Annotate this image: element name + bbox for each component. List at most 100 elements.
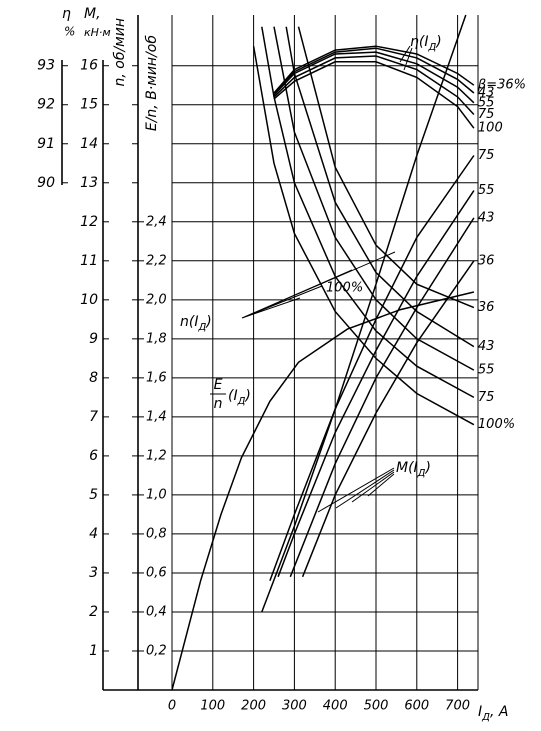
- curve: [273, 47, 475, 94]
- curve-label: 43: [478, 339, 495, 354]
- x-tick-label: 200: [241, 699, 266, 714]
- y-tick-label: 15: [80, 97, 98, 113]
- annotation-num: E: [214, 377, 223, 393]
- curve-label: 75: [478, 148, 495, 163]
- annotation-main: I: [478, 704, 482, 720]
- y-tick-label: 3: [89, 565, 98, 581]
- eta-tick-label: 91: [37, 136, 55, 152]
- curve-label: β=36%: [477, 78, 526, 93]
- annotation-sub: Д: [417, 468, 426, 479]
- y-tick-label: 4: [89, 526, 98, 542]
- curve: [277, 190, 475, 578]
- en-tick-label: 0,6: [146, 565, 167, 580]
- y-tick-label: 10: [80, 292, 98, 308]
- annotation-sub: Д: [237, 396, 246, 407]
- eta-tick-label: 93: [37, 58, 55, 74]
- en-tick-label: 0,4: [146, 604, 167, 619]
- eta-tick-label: 90: [37, 175, 55, 191]
- y-tick-label: 11: [80, 253, 98, 269]
- annotation: η(IД): [410, 34, 442, 53]
- m-axis-unit: кН·м: [84, 26, 111, 39]
- pointer: [241, 251, 396, 319]
- curve-label: 55: [478, 95, 495, 110]
- en-tick-label: 1,6: [146, 370, 167, 385]
- curve: [285, 26, 475, 348]
- en-tick-label: 0,2: [146, 643, 167, 658]
- y-tick-label: 8: [89, 370, 98, 386]
- en-tick-label: 0,8: [146, 526, 167, 541]
- y-tick-label: 14: [80, 136, 98, 152]
- y-tick-label: 9: [89, 331, 98, 347]
- annotation-end: ): [435, 34, 441, 50]
- m-axis-title: M,: [84, 6, 101, 22]
- pointer: [399, 45, 413, 71]
- eta-tick-label: 92: [37, 97, 55, 113]
- annotation-end: ): [424, 460, 430, 476]
- en-tick-label: 1,0: [146, 487, 167, 502]
- x-tick-label: 700: [445, 699, 470, 714]
- annotation-end: , A: [490, 704, 508, 720]
- y-tick-label: 6: [89, 448, 98, 464]
- pointer: [317, 467, 395, 513]
- annotation-sub: Д: [481, 712, 490, 723]
- curve: [289, 217, 475, 578]
- x-tick-label: 100: [200, 699, 225, 714]
- en-tick-label: 2,4: [146, 214, 167, 229]
- x-tick-label: 400: [323, 699, 348, 714]
- curve-label: 55: [478, 363, 495, 378]
- curve-label: 100: [478, 121, 503, 136]
- annotation: n(IД): [180, 314, 212, 333]
- annotation: IД, A: [478, 704, 508, 723]
- curve: [252, 46, 475, 426]
- annotation-main: η(I: [410, 34, 428, 50]
- curve-label: 55: [478, 183, 495, 198]
- y-tick-label: 1: [89, 643, 98, 659]
- y-tick-label: 2: [89, 604, 98, 620]
- annotation: (IД): [228, 388, 251, 407]
- curve: [273, 55, 475, 116]
- curve-label: 43: [478, 210, 495, 225]
- y-tick-label: 16: [80, 58, 98, 74]
- annotation-sub: Д: [427, 42, 436, 53]
- en-tick-label: 1,2: [146, 448, 167, 463]
- curve-label: 100%: [478, 417, 515, 432]
- y-tick-label: 5: [89, 487, 98, 503]
- y-tick-label: 12: [80, 214, 98, 230]
- y-tick-label: 7: [89, 409, 98, 425]
- curve: [301, 260, 475, 578]
- eta-axis-title: η: [62, 6, 71, 22]
- curve-label: 36: [478, 253, 495, 268]
- curve: [171, 291, 475, 691]
- en-tick-label: 1,4: [146, 409, 167, 424]
- x-tick-label: 300: [282, 699, 307, 714]
- annotation-sub: Д: [197, 322, 206, 333]
- curve: [297, 26, 475, 309]
- en-axis-title: E/n, В·мин/об: [144, 35, 160, 131]
- annotation-main: n(I: [180, 314, 198, 330]
- curve: [269, 155, 475, 582]
- curve: [261, 14, 467, 613]
- annotation-den: n: [214, 396, 223, 412]
- en-tick-label: 2,0: [146, 292, 167, 307]
- curve-label: 36: [478, 300, 495, 315]
- annotation-main: M(I: [396, 460, 418, 476]
- eta-axis-unit: %: [64, 25, 75, 39]
- curve-label: 75: [478, 390, 495, 405]
- curve-label: 43: [478, 86, 495, 101]
- x-tick-label: 500: [364, 699, 389, 714]
- curve: [273, 61, 475, 129]
- en-tick-label: 1,8: [146, 331, 167, 346]
- annotation: M(IД): [396, 460, 431, 479]
- curve-label: 100%: [326, 281, 363, 296]
- curve: [261, 26, 475, 399]
- annotation-end: ): [205, 314, 211, 330]
- curve-label: 75: [478, 107, 495, 122]
- en-tick-label: 2,2: [146, 253, 167, 268]
- annotation-end: ): [244, 388, 250, 404]
- x-tick-label: 0: [168, 699, 176, 714]
- y-tick-label: 13: [80, 175, 98, 191]
- x-tick-label: 600: [404, 699, 429, 714]
- annotation-main: (I: [228, 388, 238, 404]
